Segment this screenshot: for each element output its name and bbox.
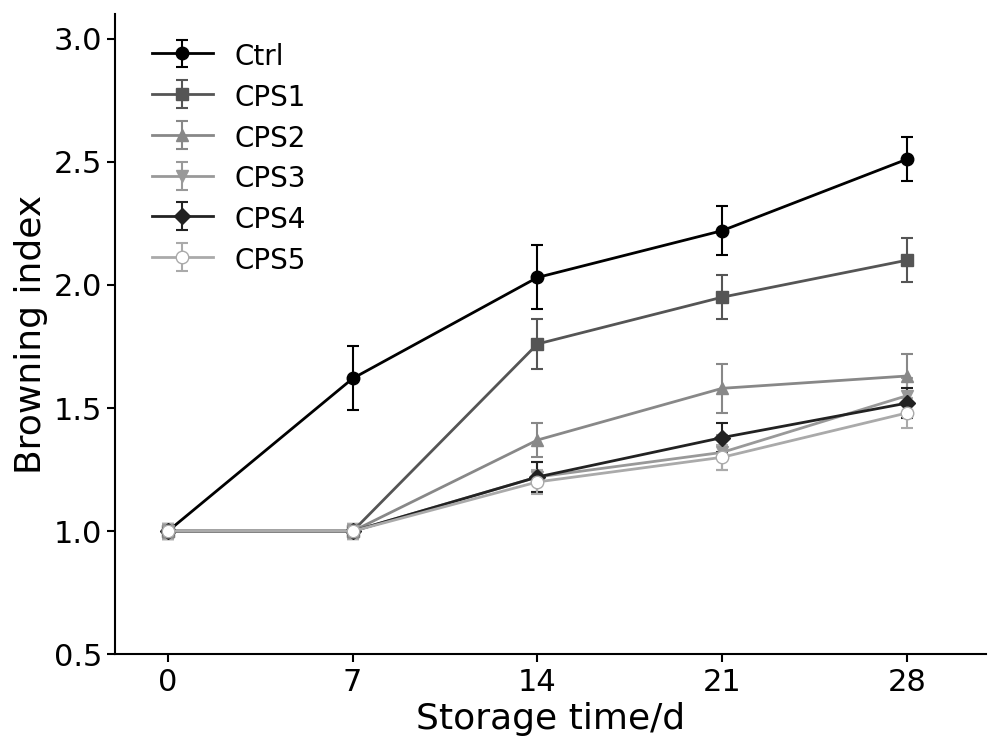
- Y-axis label: Browning index: Browning index: [14, 194, 48, 474]
- Legend: Ctrl, CPS1, CPS2, CPS3, CPS4, CPS5: Ctrl, CPS1, CPS2, CPS3, CPS4, CPS5: [138, 28, 320, 289]
- X-axis label: Storage time/d: Storage time/d: [416, 702, 685, 736]
